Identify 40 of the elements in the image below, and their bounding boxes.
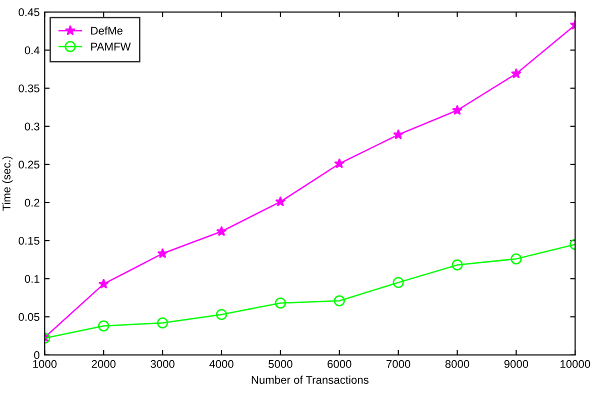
x-tick-label: 4000 xyxy=(209,360,234,368)
point xyxy=(274,298,286,309)
x-tick-label: 8000 xyxy=(445,360,470,368)
x-tick-label: 6000 xyxy=(328,360,352,368)
y-axis-title: Time (sec.) xyxy=(2,156,13,211)
y-tick-label: 0.3 xyxy=(24,122,40,130)
point xyxy=(392,276,404,288)
point xyxy=(452,259,463,271)
point xyxy=(98,320,110,332)
legend-label: DefMe xyxy=(91,26,122,35)
point xyxy=(452,104,463,115)
point xyxy=(510,253,522,264)
point xyxy=(510,68,522,78)
y-tick-label: 0.05 xyxy=(18,313,40,321)
x-axis-title: Number of Transactions xyxy=(252,376,368,384)
x-tick-label: 2000 xyxy=(92,360,116,368)
x-tick-label: 7000 xyxy=(386,360,410,368)
point xyxy=(157,317,168,328)
x-tick-label: 10000 xyxy=(560,360,590,368)
y-tick-label: 0.1 xyxy=(24,274,40,283)
point xyxy=(157,248,168,258)
y-tick-label: 0.4 xyxy=(24,46,40,54)
y-tick-label: 0 xyxy=(34,351,40,360)
point xyxy=(334,158,345,168)
legend-label: PAMFW xyxy=(91,42,131,50)
x-tick-label: 5000 xyxy=(268,360,292,368)
y-tick-label: 0.35 xyxy=(18,84,40,92)
point xyxy=(216,308,228,320)
x-tick-label: 1000 xyxy=(33,360,57,368)
x-tick-label: 3000 xyxy=(150,360,174,368)
y-tick-label: 0.45 xyxy=(18,8,40,16)
point xyxy=(275,196,286,206)
point xyxy=(216,226,227,236)
y-tick-label: 0.2 xyxy=(24,198,40,207)
point xyxy=(98,278,109,289)
point xyxy=(334,295,345,306)
y-tick-label: 0.25 xyxy=(18,160,40,169)
y-tick-label: 0.15 xyxy=(18,236,40,245)
point xyxy=(393,129,404,140)
x-tick-label: 9000 xyxy=(504,360,528,368)
